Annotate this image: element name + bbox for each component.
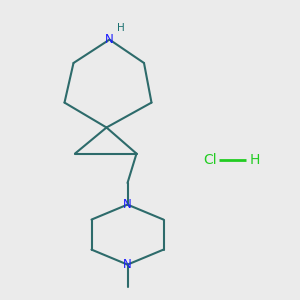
Text: N: N bbox=[105, 33, 114, 46]
Text: H: H bbox=[117, 22, 125, 33]
Text: N: N bbox=[123, 258, 132, 271]
Text: Cl: Cl bbox=[203, 153, 217, 166]
Text: N: N bbox=[123, 198, 132, 211]
Text: H: H bbox=[250, 153, 260, 166]
